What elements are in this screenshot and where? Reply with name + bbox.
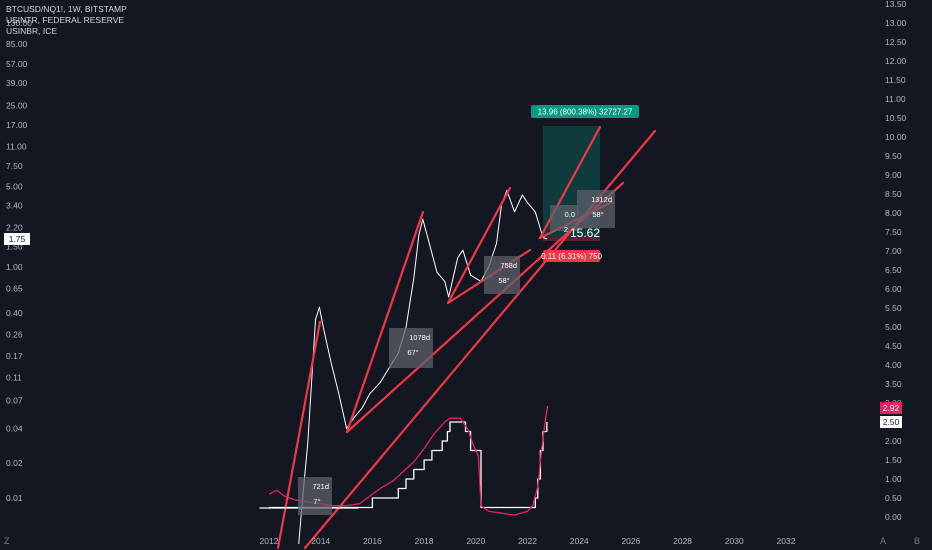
x-tick-label: 2032 xyxy=(777,536,796,546)
right-tick-label: 6.50 xyxy=(885,265,902,275)
right-tick-label: 7.50 xyxy=(885,227,902,237)
x-tick-label: 2012 xyxy=(260,536,279,546)
left-tick-label: 3.40 xyxy=(6,201,23,211)
left-tick-label: 0.26 xyxy=(6,330,23,340)
measurement-box[interactable] xyxy=(298,477,332,515)
right-tick-label: 10.50 xyxy=(885,113,907,123)
left-tick-label: 85.00 xyxy=(6,39,28,49)
left-tick-label: 2.20 xyxy=(6,222,23,232)
measurement-angle: 2 xyxy=(564,225,568,234)
tradingview-logo: Z xyxy=(4,536,10,546)
right-tick-label: 4.00 xyxy=(885,360,902,370)
measurement-days: 758d xyxy=(500,261,517,270)
right-tick-label: 11.50 xyxy=(885,75,906,85)
right-tick-label: 9.00 xyxy=(885,170,902,180)
right-tick-label: 1.00 xyxy=(885,474,902,484)
left-tick-label: 39.00 xyxy=(6,78,28,88)
x-tick-label: 2016 xyxy=(363,536,382,546)
right-tick-label: 1.50 xyxy=(885,455,902,465)
left-tick-label: 7.50 xyxy=(6,161,23,171)
series-line-btcusd-nq1- xyxy=(298,190,548,545)
log-scale-button[interactable]: B xyxy=(914,536,921,546)
series-line-usintr xyxy=(269,421,548,509)
right-tick-label: 13.00 xyxy=(885,18,907,28)
right-tick-label: 2.00 xyxy=(885,436,902,446)
left-tick-label: 17.00 xyxy=(6,120,28,130)
left-tick-label: 57.00 xyxy=(6,59,28,69)
left-tick-label: 0.04 xyxy=(6,423,23,433)
right-tick-label: 0.50 xyxy=(885,493,902,503)
left-current-bg xyxy=(4,233,30,245)
right-tick-label: 10.00 xyxy=(885,132,907,142)
right-current-usintr: 2.50 xyxy=(883,417,900,427)
left-tick-label: 0.07 xyxy=(6,395,23,405)
measurement-days: 0.0 xyxy=(565,210,575,219)
x-tick-label: 2020 xyxy=(466,536,485,546)
left-tick-label: 0.65 xyxy=(6,284,23,294)
left-tick-label: 25.00 xyxy=(6,101,28,111)
measurement-box[interactable] xyxy=(484,256,520,294)
right-tick-label: 9.50 xyxy=(885,151,902,161)
x-tick-label: 2030 xyxy=(725,536,744,546)
price-tags: 13.96 (800.38%) 32727.27 0.11 (6.31%) 750… xyxy=(4,105,902,428)
measurement-angle: 7° xyxy=(313,497,320,506)
right-tick-label: 12.00 xyxy=(885,56,907,66)
right-tick-label: 11.00 xyxy=(885,94,906,104)
x-tick-label: 2026 xyxy=(621,536,640,546)
right-tick-label: 7.00 xyxy=(885,246,902,256)
measurement-days: 1312d xyxy=(591,195,612,204)
x-tick-label: 2028 xyxy=(673,536,692,546)
right-tick-label: 8.50 xyxy=(885,189,902,199)
x-tick-label: 2024 xyxy=(570,536,589,546)
right-tick-label: 8.00 xyxy=(885,208,902,218)
auto-scale-button[interactable]: A xyxy=(880,536,887,546)
right-tick-label: 13.50 xyxy=(885,0,907,9)
x-tick-label: 2018 xyxy=(415,536,434,546)
measurement-box[interactable] xyxy=(550,205,578,231)
loss-zone[interactable] xyxy=(543,238,600,241)
left-current-label: 1.75 xyxy=(9,234,26,244)
loss-tag: 0.11 (6.31%) 750 xyxy=(541,252,602,261)
left-tick-label: 0.17 xyxy=(6,351,23,361)
right-tick-label: 0.00 xyxy=(885,512,902,522)
right-tick-label: 12.50 xyxy=(885,37,907,47)
loss-tag-bg xyxy=(543,250,600,262)
axes: 2012 2014 2016 2018 2020 2022 2024 2026 2028 2030… xyxy=(6,0,907,546)
right-current-usinbr: 2.92 xyxy=(883,403,900,413)
right-tick-label: 5.50 xyxy=(885,303,902,313)
measurement-box[interactable] xyxy=(577,190,615,228)
trend-line[interactable] xyxy=(276,320,322,550)
profit-tag: 13.96 (800.38%) 32727.27 xyxy=(538,108,633,117)
measurement-boxes[interactable]: 721d 7° 1078d 67° 758d 58° 0.0 2 1312d 58° xyxy=(298,190,615,515)
trend-line[interactable] xyxy=(446,186,512,305)
left-tick-label: 11.00 xyxy=(6,142,27,152)
right-tick-label: 5.00 xyxy=(885,322,902,332)
left-tick-label: 1.50 xyxy=(6,242,23,252)
left-tick-label: 1.00 xyxy=(6,262,23,272)
measurement-angle: 58° xyxy=(592,210,603,219)
measurement-box[interactable] xyxy=(389,328,433,368)
right-tick-label: 6.00 xyxy=(885,284,902,294)
left-tick-label: 0.02 xyxy=(6,458,23,468)
right-tick-label: 4.50 xyxy=(885,341,902,351)
left-tick-label: 0.11 xyxy=(6,373,22,383)
projection-value: 15.62 xyxy=(570,226,600,240)
measurement-days: 1078d xyxy=(409,333,430,342)
profit-tag-bg xyxy=(531,105,639,118)
x-tick-label: 2022 xyxy=(518,536,537,546)
left-tick-label: 0.40 xyxy=(6,308,23,318)
right-current-usintr-bg xyxy=(880,416,902,428)
measurement-days: 721d xyxy=(312,482,329,491)
right-current-usinbr-bg xyxy=(880,402,902,414)
left-tick-label: 0.01 xyxy=(6,493,23,503)
trend-line[interactable] xyxy=(345,210,425,434)
left-tick-label: 5.00 xyxy=(6,181,23,191)
left-tick-label: 130.00 xyxy=(6,18,32,28)
measurement-angle: 58° xyxy=(498,276,509,285)
right-tick-label: 3.50 xyxy=(885,379,902,389)
measurement-angle: 67° xyxy=(407,348,418,357)
x-tick-label: 2014 xyxy=(311,536,330,546)
